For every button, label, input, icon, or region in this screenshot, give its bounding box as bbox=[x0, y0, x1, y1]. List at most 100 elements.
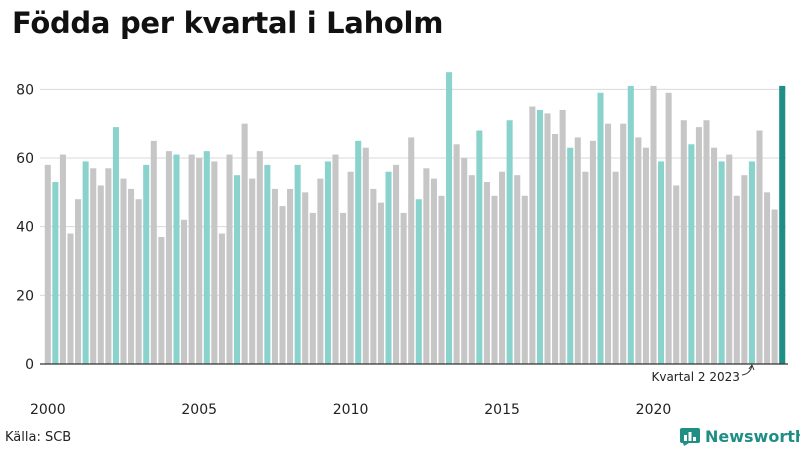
bar bbox=[59, 154, 66, 364]
x-tick-label: 2010 bbox=[333, 402, 369, 418]
bar bbox=[438, 195, 445, 364]
bar bbox=[234, 175, 241, 364]
bar bbox=[627, 85, 634, 365]
bar bbox=[476, 130, 483, 364]
bar bbox=[332, 154, 339, 364]
bar bbox=[408, 137, 415, 364]
bar bbox=[97, 185, 104, 364]
bar bbox=[165, 151, 172, 364]
bar bbox=[718, 161, 725, 364]
bar bbox=[82, 161, 89, 364]
bar bbox=[741, 175, 748, 364]
bar bbox=[726, 154, 733, 364]
bar bbox=[756, 130, 763, 364]
bar bbox=[506, 120, 513, 364]
bar bbox=[499, 171, 506, 364]
bar bbox=[90, 168, 97, 364]
bar bbox=[287, 188, 294, 364]
y-tick-label: 40 bbox=[16, 220, 34, 236]
bar bbox=[423, 168, 430, 364]
bar bbox=[483, 182, 490, 364]
bar bbox=[143, 164, 150, 364]
bar bbox=[181, 219, 188, 364]
annotation: Kvartal 2 2023 bbox=[651, 363, 755, 384]
bar bbox=[355, 140, 362, 364]
bar bbox=[521, 195, 528, 364]
bar bbox=[196, 158, 203, 364]
bar bbox=[249, 178, 256, 364]
bar bbox=[317, 178, 324, 364]
x-axis-ticks: 2000 2005 2010 2015 2020 bbox=[30, 402, 671, 418]
bar bbox=[188, 154, 195, 364]
bar bbox=[695, 127, 702, 364]
y-tick-label: 20 bbox=[16, 288, 34, 304]
bar bbox=[120, 178, 127, 364]
bar bbox=[552, 133, 559, 364]
bar bbox=[688, 144, 695, 364]
bar bbox=[703, 120, 710, 364]
annotation-label: Kvartal 2 2023 bbox=[651, 370, 739, 384]
bar bbox=[362, 147, 369, 364]
bar bbox=[430, 178, 437, 364]
x-tick-label: 2020 bbox=[636, 402, 672, 418]
bar bbox=[44, 164, 51, 364]
y-tick-label: 60 bbox=[16, 151, 34, 167]
bar bbox=[218, 233, 225, 364]
page-title: Födda per kvartal i Laholm bbox=[12, 6, 444, 40]
bar bbox=[279, 206, 286, 364]
y-tick-label: 0 bbox=[25, 357, 34, 373]
bar bbox=[589, 140, 596, 364]
bar bbox=[544, 113, 551, 365]
bar bbox=[158, 236, 165, 364]
x-tick-label: 2015 bbox=[484, 402, 520, 418]
annotation-arrowhead bbox=[748, 363, 755, 371]
bar bbox=[574, 137, 581, 364]
bar bbox=[128, 188, 135, 364]
x-tick-label: 2000 bbox=[30, 402, 66, 418]
bar bbox=[605, 123, 612, 364]
bar bbox=[211, 161, 218, 364]
bar bbox=[347, 171, 354, 364]
bar bbox=[340, 212, 347, 364]
bar bbox=[256, 151, 263, 364]
bar bbox=[370, 188, 377, 364]
bar bbox=[294, 164, 301, 364]
bar bbox=[597, 92, 604, 365]
bar bbox=[393, 164, 400, 364]
x-tick-label: 2005 bbox=[181, 402, 217, 418]
bar bbox=[112, 127, 119, 364]
brand-name: Newsworthy bbox=[705, 427, 800, 446]
bar bbox=[173, 154, 180, 364]
bar bbox=[415, 199, 422, 364]
bar bbox=[377, 202, 384, 364]
bar bbox=[559, 109, 566, 365]
bar bbox=[779, 85, 786, 365]
bar bbox=[748, 161, 755, 364]
bar bbox=[52, 182, 59, 364]
bar bbox=[400, 212, 407, 364]
y-tick-label: 80 bbox=[16, 82, 34, 98]
bar bbox=[491, 195, 498, 364]
bar bbox=[105, 168, 112, 364]
bar bbox=[764, 192, 771, 364]
bar bbox=[635, 137, 642, 364]
bar bbox=[642, 147, 649, 364]
bar bbox=[241, 123, 248, 364]
bar bbox=[468, 175, 475, 364]
y-axis-ticks: 0 20 40 60 80 bbox=[16, 82, 34, 373]
bar bbox=[135, 199, 142, 364]
bar bbox=[733, 195, 740, 364]
bar bbox=[264, 164, 271, 364]
bar bbox=[514, 175, 521, 364]
bar bbox=[673, 185, 680, 364]
bar bbox=[771, 209, 778, 364]
bar bbox=[650, 85, 657, 365]
annotation-arrow bbox=[741, 365, 753, 376]
bar bbox=[680, 120, 687, 364]
bar bbox=[620, 123, 627, 364]
bar bbox=[150, 140, 157, 364]
bar bbox=[612, 171, 619, 364]
bar bbox=[324, 161, 331, 364]
bar bbox=[711, 147, 718, 364]
bar bbox=[271, 188, 278, 364]
